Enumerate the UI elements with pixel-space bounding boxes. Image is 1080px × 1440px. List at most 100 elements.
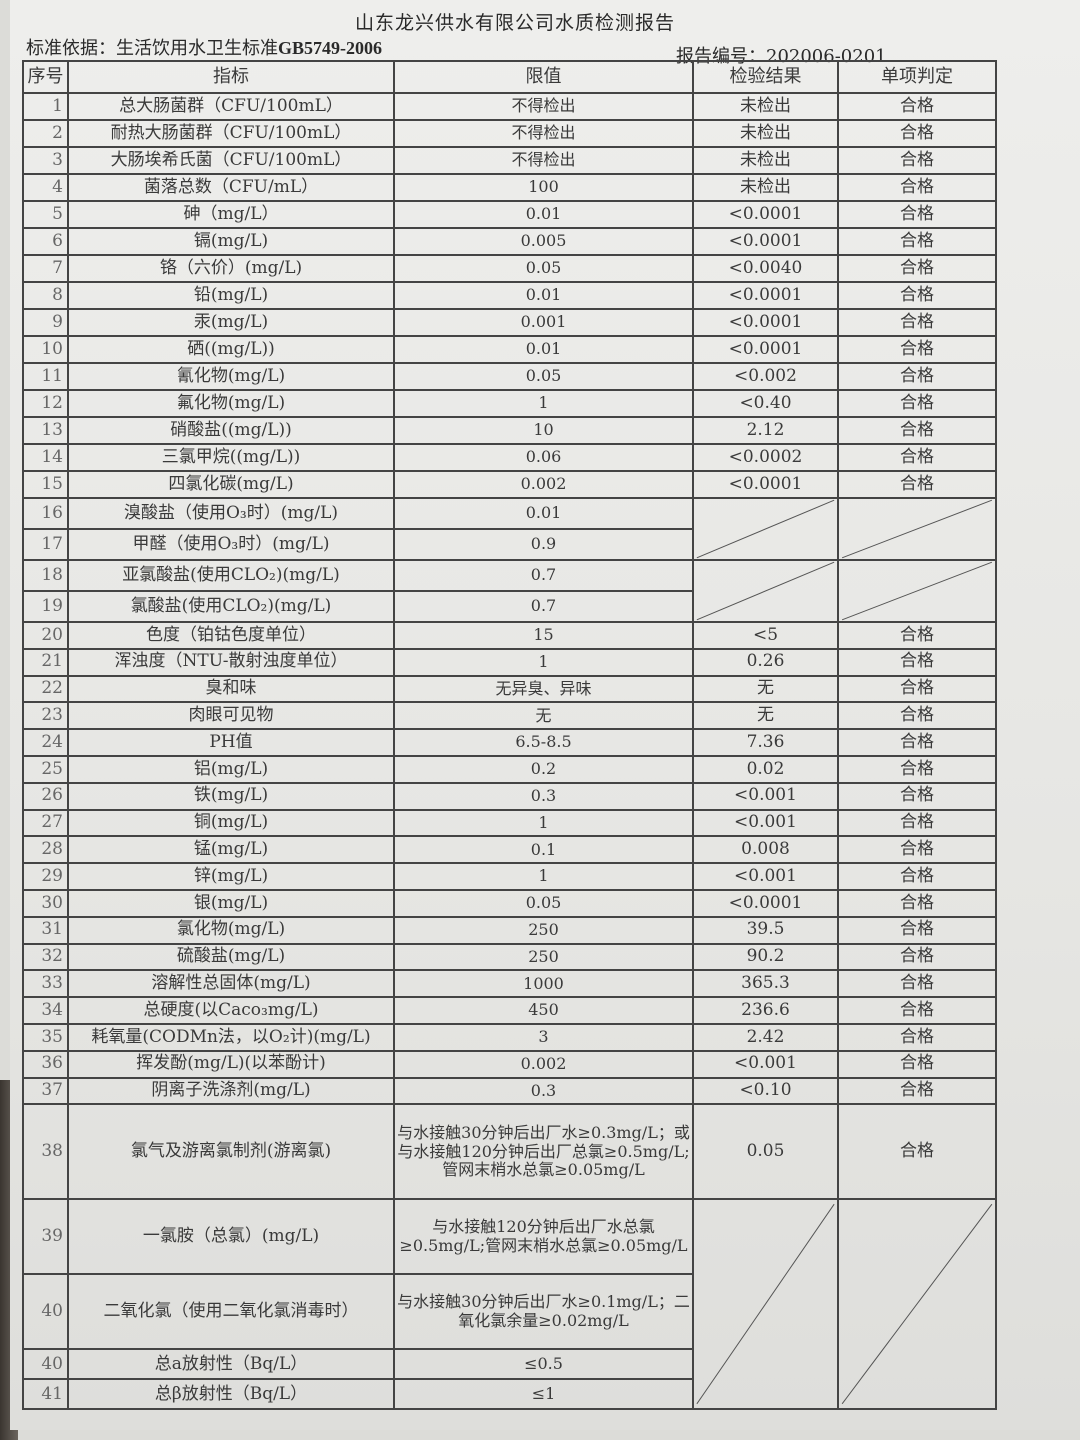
table-row: 31 氯化物(mg/L) 250 39.5 合格 (22, 915, 997, 945)
cell-seq: 24 (22, 728, 69, 757)
table-row: 19 氯酸盐(使用CLO₂)(mg/L) 0.7 (22, 590, 996, 623)
cell-judgment: 合格 (837, 996, 997, 1025)
cell-judgment: 合格 (837, 443, 997, 472)
cell-limit: 0.3 (393, 1076, 694, 1106)
cell-limit: 0.3 (393, 781, 694, 811)
not-applicable-slash-cell (837, 559, 997, 623)
table-row: 27 铜(mg/L) 1 <0.001 合格 (22, 808, 997, 838)
cell-item: 铁(mg/L) (67, 781, 395, 811)
table-row: 11 氰化物(mg/L) 0.05 <0.002 合格 (22, 362, 997, 391)
cell-limit: 无 (393, 701, 694, 731)
standard-basis: 标准依据：生活饮用水卫生标准GB5749-2006 (26, 34, 382, 60)
cell-item: 阴离子洗涤剂(mg/L) (67, 1076, 395, 1106)
cell-limit: 无异臭、异味 (393, 674, 694, 704)
cell-item: 色度（铂钴色度单位） (67, 621, 395, 650)
cell-result: <0.001 (692, 808, 839, 838)
table-row: 5 砷（mg/L） 0.01 <0.0001 合格 (22, 200, 997, 229)
cell-result: <0.0001 (692, 281, 839, 310)
cell-result: 90.2 (692, 942, 839, 972)
cell-limit: 0.9 (393, 528, 694, 561)
table-row: 40 二氧化氯（使用二氧化氯消毒时） 与水接触30分钟后出厂水≥0.1mg/L；二氧… (22, 1273, 996, 1351)
cell-item: 镉(mg/L) (67, 227, 395, 256)
cell-item: 一氯胺（总氯）(mg/L) (67, 1198, 395, 1276)
cell-seq: 4 (22, 173, 69, 202)
cell-judgment: 合格 (837, 308, 997, 337)
table-row: 20 色度（铂钴色度单位） 15 <5 合格 (22, 621, 997, 650)
header-item: 指标 (67, 60, 395, 94)
cell-result: 未检出 (692, 92, 839, 121)
cell-judgment: 合格 (837, 1022, 997, 1052)
cell-item: 挥发酚(mg/L)(以苯酚计) (67, 1049, 395, 1079)
cell-limit: 0.05 (393, 888, 694, 918)
cell-limit: 与水接触120分钟后出厂水总氯≥0.5mg/L;管网末梢水总氯≥0.05mg/L (393, 1198, 694, 1276)
cell-result: 2.12 (692, 416, 839, 445)
cell-limit: 1000 (393, 969, 694, 999)
cell-result: <0.0001 (692, 200, 839, 229)
results-table: 序号 指标 限值 检验结果 单项判定 1 总大肠菌群（CFU/100mL） 不得检出… (22, 60, 997, 1411)
cell-judgment: 合格 (837, 1076, 997, 1106)
table-row: 10 硒((mg/L)) 0.01 <0.0001 合格 (22, 335, 997, 364)
cell-item: 三氯甲烷((mg/L)) (67, 443, 395, 472)
cell-seq: 32 (22, 942, 69, 972)
cell-result: 0.02 (692, 754, 839, 784)
cell-result: 7.36 (692, 728, 839, 757)
table-row: 18 亚氯酸盐(使用CLO₂)(mg/L) 0.7 (22, 559, 997, 623)
cell-judgment: 合格 (837, 781, 997, 811)
cell-judgment: 合格 (837, 915, 997, 945)
cell-seq: 1 (22, 92, 69, 121)
cell-limit: 不得检出 (393, 92, 694, 121)
cell-judgment: 合格 (837, 674, 997, 704)
cell-limit: 450 (393, 996, 694, 1025)
table-row: 7 铬（六价）(mg/L) 0.05 <0.0040 合格 (22, 254, 997, 283)
cell-seq: 18 (22, 559, 69, 592)
cell-item: 锰(mg/L) (67, 835, 395, 865)
cell-judgment: 合格 (837, 92, 997, 121)
cell-result: <0.40 (692, 389, 839, 418)
cell-limit: 0.1 (393, 835, 694, 865)
cell-judgment: 合格 (837, 173, 997, 202)
cell-result: 2.42 (692, 1022, 839, 1052)
table-row: 28 锰(mg/L) 0.1 0.008 合格 (22, 835, 997, 865)
slash-mark (694, 1200, 837, 1408)
table-row: 26 铁(mg/L) 0.3 <0.001 合格 (22, 781, 997, 811)
table-row: 40 总a放射性（Bq/L） ≤0.5 (22, 1348, 996, 1381)
table-row: 14 三氯甲烷((mg/L)) 0.06 <0.0002 合格 (22, 443, 997, 472)
cell-judgment: 合格 (837, 647, 997, 677)
cell-limit: 0.01 (393, 281, 694, 310)
cell-limit: 0.05 (393, 254, 694, 283)
table-row: 21 浑浊度（NTU-散射浊度单位） 1 0.26 合格 (22, 647, 997, 677)
cell-judgment: 合格 (837, 470, 997, 499)
cell-seq: 14 (22, 443, 69, 472)
cell-limit: ≤1 (393, 1378, 694, 1411)
cell-judgment: 合格 (837, 888, 997, 918)
cell-item: 铬（六价）(mg/L) (67, 254, 395, 283)
table-row: 24 PH值 6.5-8.5 7.36 合格 (22, 728, 997, 757)
table-row: 35 耗氧量(CODMn法，以O₂计)(mg/L) 3 2.42 合格 (22, 1022, 997, 1052)
cell-judgment: 合格 (837, 1103, 997, 1201)
cell-judgment: 合格 (837, 254, 997, 283)
table-row: 32 硫酸盐(mg/L) 250 90.2 合格 (22, 942, 997, 972)
table-row: 38 氯气及游离氯制剂(游离氯) 与水接触30分钟后出厂水≥0.3mg/L；或与水接… (22, 1103, 997, 1201)
cell-item: 肉眼可见物 (67, 701, 395, 731)
header-seq: 序号 (22, 60, 69, 94)
cell-judgment: 合格 (837, 969, 997, 999)
cell-seq: 6 (22, 227, 69, 256)
table-row: 1 总大肠菌群（CFU/100mL） 不得检出 未检出 合格 (22, 92, 997, 121)
cell-judgment: 合格 (837, 862, 997, 891)
cell-item: 氯化物(mg/L) (67, 915, 395, 945)
cell-result: <0.0040 (692, 254, 839, 283)
slash-mark (839, 499, 995, 559)
cell-item: 总大肠菌群（CFU/100mL） (67, 92, 395, 121)
cell-result: 39.5 (692, 915, 839, 945)
cell-limit: 1 (393, 808, 694, 838)
cell-result: <0.001 (692, 1049, 839, 1079)
table-row: 6 镉(mg/L) 0.005 <0.0001 合格 (22, 227, 997, 256)
table-row: 3 大肠埃希氏菌（CFU/100mL） 不得检出 未检出 合格 (22, 146, 997, 175)
table-row: 30 银(mg/L) 0.05 <0.0001 合格 (22, 888, 997, 918)
cell-seq: 2 (22, 119, 69, 148)
cell-item: 总硬度(以Caco₃mg/L) (67, 996, 395, 1025)
cell-item: 浑浊度（NTU-散射浊度单位） (67, 647, 395, 677)
cell-seq: 28 (22, 835, 69, 865)
not-applicable-slash-cell (837, 497, 997, 561)
cell-result: 未检出 (692, 146, 839, 175)
